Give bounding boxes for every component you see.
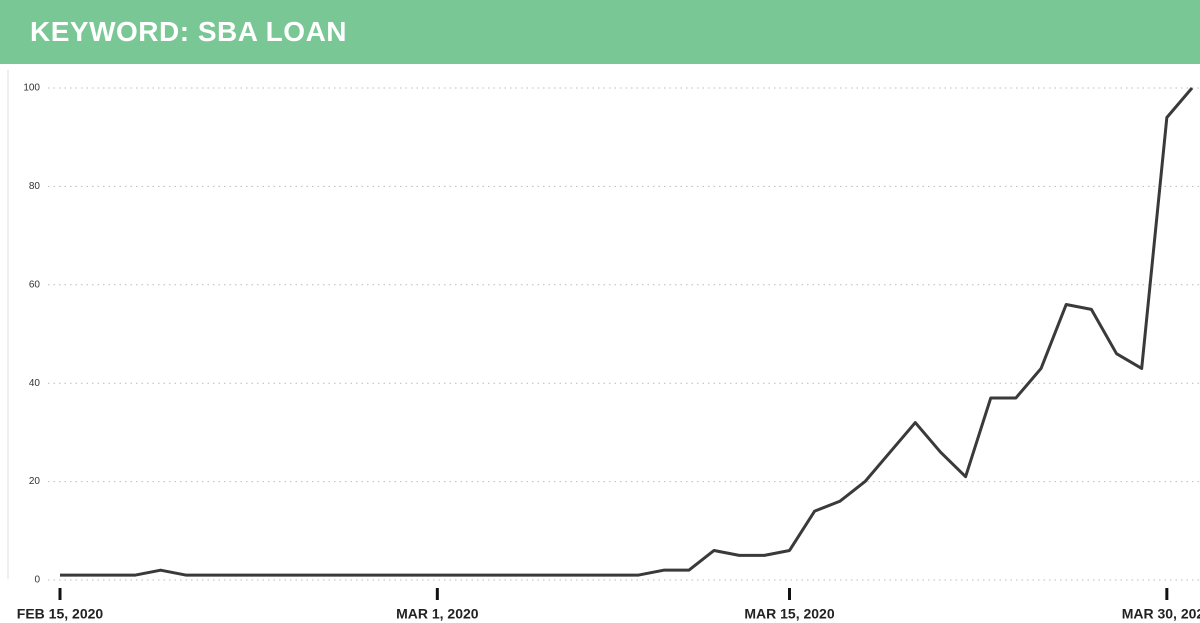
y-tick-label: 100 <box>23 83 40 94</box>
line <box>60 87 1194 577</box>
y-tick-label: 0 <box>34 575 40 586</box>
y-tick-label: 80 <box>29 181 41 192</box>
x-tick-label: MAR 15, 2020 <box>744 606 834 622</box>
x-tick-label: MAR 30, 2020 <box>1122 606 1200 622</box>
y-tick-label: 20 <box>29 476 41 487</box>
x-tick-label: FEB 15, 2020 <box>17 606 104 622</box>
y-tick-label: 60 <box>29 279 41 290</box>
chart: 0 20 40 60 80 100 FEB 15, 2020 MAR 1, 2020 MAR 1… <box>7 70 1200 622</box>
y-tick-label: 40 <box>29 378 41 389</box>
header: KEYWORD: SBA LOAN <box>0 0 1200 64</box>
x-tick-label: MAR 1, 2020 <box>396 606 479 622</box>
chart-title: KEYWORD: SBA LOAN <box>30 16 348 47</box>
